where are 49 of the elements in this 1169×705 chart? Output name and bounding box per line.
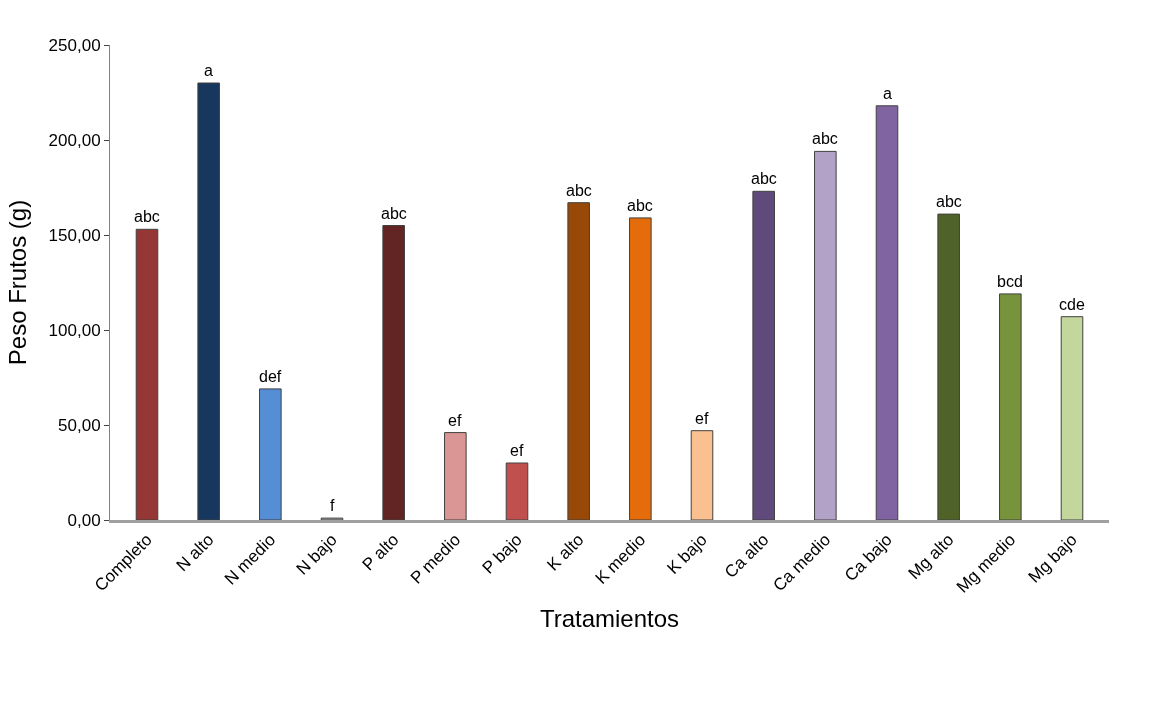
annotation: ef [448, 412, 462, 429]
bar [629, 217, 652, 520]
bar [690, 430, 714, 520]
y-tick-label: 100,00 [48, 320, 101, 340]
bar [444, 432, 467, 520]
x-tick-label: Ca bajo [840, 530, 896, 586]
x-tick-label: P alto [358, 530, 403, 575]
y-tick-label: 50,00 [58, 415, 101, 435]
x-tick-label: Mg alto [904, 530, 958, 584]
annotation: abc [566, 182, 592, 199]
annotation: abc [751, 170, 777, 187]
annotation: abc [134, 208, 160, 225]
y-tick-label: 250,00 [48, 35, 101, 55]
bar [752, 190, 775, 520]
bar [382, 225, 405, 520]
annotation: abc [627, 197, 653, 214]
annotation: ef [695, 410, 709, 427]
x-tick-label: N alto [172, 530, 218, 576]
y-tick-label: 200,00 [48, 130, 101, 150]
bar [1060, 316, 1084, 520]
annotation: a [883, 85, 892, 102]
y-tick-label: 0,00 [67, 510, 101, 530]
x-tick-label: Ca alto [720, 530, 773, 582]
annotation: abc [381, 205, 407, 222]
annotation: abc [936, 193, 962, 210]
x-tick-label: K bajo [663, 530, 711, 578]
bar [875, 105, 899, 520]
bar [814, 150, 837, 520]
bar [937, 213, 960, 520]
y-tick-label: 150,00 [48, 225, 101, 245]
bar [567, 202, 590, 520]
bar [505, 462, 529, 520]
bar [999, 293, 1022, 520]
x-tick-label: P bajo [478, 530, 526, 578]
x-axis-title: Tratamientos [539, 604, 680, 632]
annotation: cde [1059, 296, 1085, 313]
annotation: f [330, 497, 335, 514]
x-tick-label: Mg bajo [1024, 530, 1081, 587]
bar [135, 228, 159, 520]
y-axis-title: Peso Frutos (g) [3, 199, 31, 366]
bar [197, 82, 220, 520]
annotation: bcd [997, 273, 1023, 290]
annotation: abc [812, 130, 838, 147]
annotation: ef [510, 442, 524, 459]
annotation: a [204, 62, 213, 79]
x-tick-label: N bajo [292, 530, 341, 579]
bar [259, 388, 282, 520]
x-tick-label: K alto [543, 530, 588, 575]
annotation: def [259, 368, 282, 385]
